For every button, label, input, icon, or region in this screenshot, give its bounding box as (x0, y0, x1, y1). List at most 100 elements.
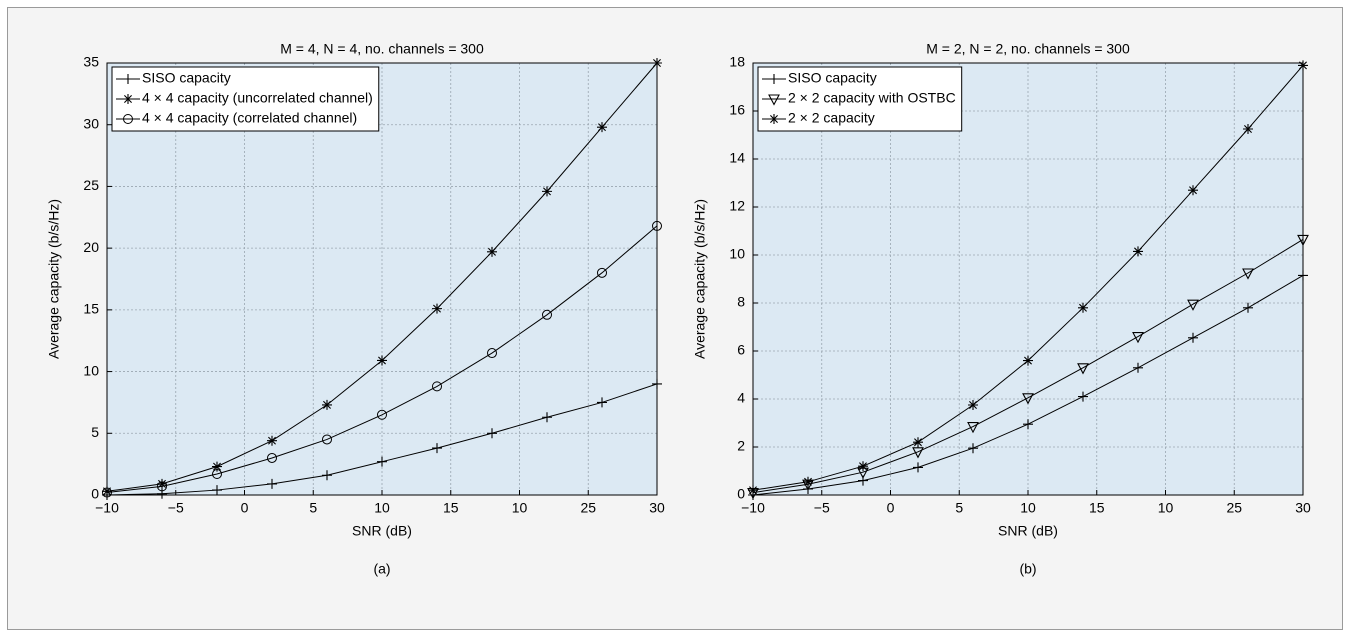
axes-box (106, 62, 658, 496)
legend-marker (123, 114, 133, 124)
y-tick-label: 35 (83, 54, 99, 70)
marker (377, 355, 387, 366)
marker (1188, 332, 1198, 343)
legend-label: 2 × 2 capacity with OSTBC (788, 90, 956, 106)
marker (1243, 124, 1253, 134)
y-axis-label: Average capacity (b/s/Hz) (692, 199, 708, 359)
marker (1187, 299, 1199, 311)
legend-marker (123, 74, 133, 84)
marker (157, 478, 167, 489)
marker (102, 487, 112, 498)
y-tick-label: 20 (83, 239, 99, 255)
y-tick-label: 5 (91, 424, 99, 440)
marker (1297, 234, 1309, 247)
caption: (a) (373, 561, 390, 577)
marker (968, 400, 978, 410)
marker (1298, 270, 1308, 281)
legend-box (111, 66, 380, 132)
marker (487, 348, 497, 359)
x-tick-label: −5 (814, 500, 830, 516)
marker (1022, 393, 1034, 405)
y-tick-label: 2 (737, 438, 745, 454)
legend-box (757, 66, 963, 132)
y-tick-label: 10 (729, 246, 745, 262)
y-tick-label: 10 (83, 362, 99, 378)
caption: (b) (1019, 561, 1036, 577)
x-tick-label: −10 (95, 500, 119, 516)
legend-label: SISO capacity (142, 70, 231, 86)
marker (377, 409, 387, 420)
marker (597, 122, 607, 133)
x-axis-label: SNR (dB) (352, 523, 412, 539)
marker (803, 476, 813, 487)
legend-label: 2 × 2 capacity (788, 110, 875, 126)
x-tick-label: 25 (1226, 500, 1242, 516)
legend-label: SISO capacity (788, 70, 877, 86)
marker (1188, 185, 1198, 196)
y-tick-label: 0 (91, 486, 99, 502)
marker (542, 186, 552, 197)
marker (748, 485, 758, 496)
marker (652, 220, 662, 231)
marker (487, 428, 497, 439)
x-tick-label: −10 (741, 500, 765, 516)
y-tick-label: 15 (83, 301, 99, 317)
marker (212, 485, 222, 496)
legend: SISO capacity 2 × 2 capacity with OSTBC 2 … (757, 66, 963, 132)
marker (267, 435, 277, 446)
x-tick-label: 30 (1295, 500, 1311, 516)
x-tick-label: 5 (955, 500, 963, 516)
marker (912, 447, 924, 459)
y-tick-label: 0 (737, 486, 745, 502)
marker (377, 456, 387, 467)
x-tick-label: 10 (512, 500, 528, 516)
marker (322, 470, 332, 481)
marker (1132, 332, 1144, 344)
marker (858, 461, 868, 472)
x-tick-label: 10 (1158, 500, 1174, 516)
marker (322, 399, 332, 410)
marker (212, 469, 222, 480)
marker (542, 309, 552, 320)
marker (1243, 302, 1253, 313)
marker (157, 481, 167, 492)
marker (432, 303, 442, 314)
x-tick-label: 5 (309, 500, 317, 516)
legend: SISO capacity 4 × 4 capacity (uncorrelate… (111, 66, 380, 132)
marker (597, 397, 607, 408)
marker (1242, 268, 1254, 280)
marker (267, 478, 277, 489)
marker (267, 452, 277, 463)
x-tick-label: 30 (649, 500, 665, 516)
x-tick-label: 25 (580, 500, 596, 516)
marker (913, 437, 923, 448)
x-tick-label: 0 (887, 500, 895, 516)
marker (102, 486, 112, 497)
marker (1023, 419, 1033, 430)
y-tick-label: 30 (83, 115, 99, 131)
series-line (752, 238, 1304, 494)
legend-marker (769, 114, 779, 124)
series-line (106, 225, 658, 494)
x-tick-label: 15 (1089, 500, 1105, 516)
legend-label: 4 × 4 capacity (uncorrelated channel) (142, 90, 373, 106)
y-tick-label: 14 (729, 150, 745, 166)
marker (1133, 362, 1143, 373)
y-tick-label: 12 (729, 198, 745, 214)
marker (1077, 363, 1089, 375)
marker (968, 443, 978, 454)
x-tick-label: 0 (241, 500, 249, 516)
legend-label: 4 × 4 capacity (correlated channel) (142, 110, 357, 126)
marker (487, 246, 497, 257)
marker (322, 434, 332, 445)
marker (1023, 355, 1033, 366)
x-tick-label: −5 (168, 500, 184, 516)
marker (652, 58, 662, 68)
marker (432, 381, 442, 392)
y-axis-label: Average capacity (b/s/Hz) (46, 199, 62, 359)
x-axis-label: SNR (dB) (998, 523, 1058, 539)
marker (212, 461, 222, 472)
marker (1298, 60, 1308, 71)
